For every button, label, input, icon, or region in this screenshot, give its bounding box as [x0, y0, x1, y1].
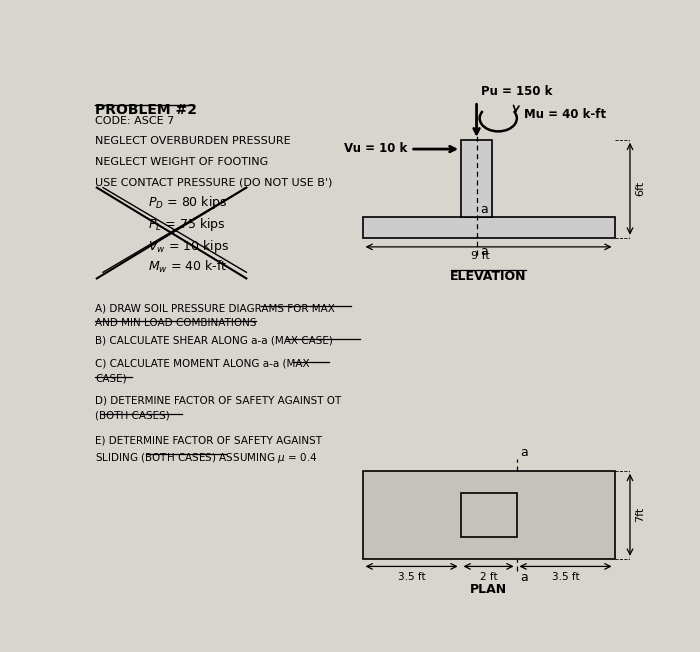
Text: Pu = 150 k: Pu = 150 k: [481, 85, 552, 98]
Text: NEGLECT WEIGHT OF FOOTING: NEGLECT WEIGHT OF FOOTING: [95, 156, 269, 167]
Text: a: a: [520, 571, 528, 584]
Text: 3.5 ft: 3.5 ft: [552, 572, 580, 582]
Text: NEGLECT OVERBURDEN PRESSURE: NEGLECT OVERBURDEN PRESSURE: [95, 136, 291, 147]
Text: a: a: [520, 445, 528, 458]
Text: $V_w$ = 10 kips: $V_w$ = 10 kips: [148, 237, 229, 254]
Bar: [363, 217, 615, 237]
Text: $P_L$ = 75 kips: $P_L$ = 75 kips: [148, 216, 225, 233]
Bar: [461, 140, 492, 217]
Text: USE CONTACT PRESSURE (DO NOT USE B'): USE CONTACT PRESSURE (DO NOT USE B'): [95, 177, 332, 187]
Text: SLIDING (BOTH CASES) ASSUMING $\mu$ = 0.4: SLIDING (BOTH CASES) ASSUMING $\mu$ = 0.…: [95, 451, 318, 465]
Text: 2 ft: 2 ft: [480, 572, 498, 582]
Text: Mu = 40 k-ft: Mu = 40 k-ft: [524, 108, 606, 121]
Text: PLAN: PLAN: [470, 584, 507, 597]
Bar: [461, 493, 517, 537]
Text: CASE): CASE): [95, 374, 127, 384]
Text: B) CALCULATE SHEAR ALONG a-a (MAX CASE): B) CALCULATE SHEAR ALONG a-a (MAX CASE): [95, 335, 333, 346]
Text: (BOTH CASES): (BOTH CASES): [95, 411, 170, 421]
Text: CODE: ASCE 7: CODE: ASCE 7: [95, 116, 174, 126]
Text: Vu = 10 k: Vu = 10 k: [344, 142, 407, 155]
Text: PROBLEM #2: PROBLEM #2: [95, 103, 197, 117]
Text: AND MIN LOAD COMBINATIONS: AND MIN LOAD COMBINATIONS: [95, 318, 257, 329]
Text: $M_w$ = 40 k-ft: $M_w$ = 40 k-ft: [148, 259, 228, 275]
Text: C) CALCULATE MOMENT ALONG a-a (MAX: C) CALCULATE MOMENT ALONG a-a (MAX: [95, 359, 310, 368]
Text: 6ft: 6ft: [636, 181, 645, 196]
Text: A) DRAW SOIL PRESSURE DIAGRAMS FOR MAX: A) DRAW SOIL PRESSURE DIAGRAMS FOR MAX: [95, 303, 335, 313]
Text: a: a: [480, 245, 488, 258]
Bar: [363, 471, 615, 559]
Text: 9 ft: 9 ft: [471, 252, 490, 261]
Text: 7ft: 7ft: [636, 507, 645, 522]
Text: $P_D$ = 80 kips: $P_D$ = 80 kips: [148, 194, 228, 211]
Text: D) DETERMINE FACTOR OF SAFETY AGAINST OT: D) DETERMINE FACTOR OF SAFETY AGAINST OT: [95, 396, 342, 406]
Text: E) DETERMINE FACTOR OF SAFETY AGAINST: E) DETERMINE FACTOR OF SAFETY AGAINST: [95, 436, 322, 445]
Text: a: a: [480, 203, 488, 216]
Text: ELEVATION: ELEVATION: [450, 270, 527, 283]
Text: 3.5 ft: 3.5 ft: [398, 572, 426, 582]
